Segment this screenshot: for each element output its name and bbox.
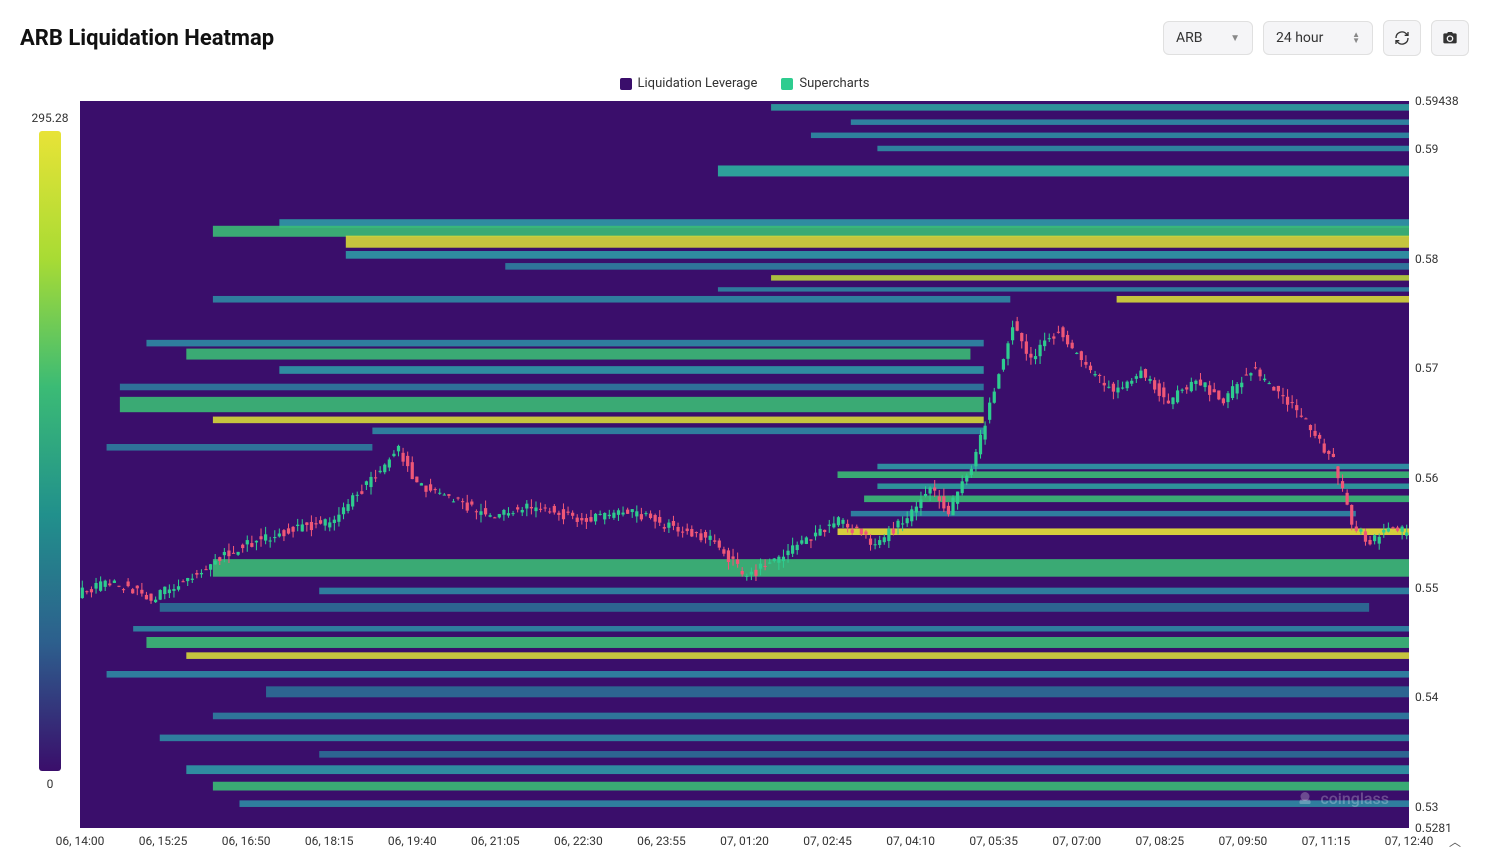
refresh-button[interactable] [1383,20,1421,56]
x-tick: 06, 18:15 [305,834,354,848]
colorbar-min: 0 [47,777,54,791]
camera-button[interactable] [1431,20,1469,56]
symbol-dropdown[interactable]: ARB ▼ [1163,21,1253,55]
x-tick: 07, 05:35 [969,834,1018,848]
range-dropdown-value: 24 hour [1276,30,1323,46]
x-tick: 06, 23:55 [637,834,686,848]
colorbar-max: 295.28 [32,111,69,125]
x-tick: 06, 19:40 [388,834,437,848]
x-tick: 07, 02:45 [803,834,852,848]
colorbar: 295.28 0 [20,101,80,821]
legend-swatch-2 [781,78,793,90]
x-tick: 07, 08:25 [1135,834,1184,848]
x-tick: 06, 21:05 [471,834,520,848]
y-tick: 0.57 [1415,361,1438,375]
legend-item-liquidation[interactable]: Liquidation Leverage [620,76,758,91]
camera-icon [1442,30,1458,46]
legend-label-2: Supercharts [799,76,869,91]
y-tick: 0.59 [1415,142,1438,156]
x-tick: 07, 09:50 [1219,834,1268,848]
y-tick: 0.56 [1415,471,1438,485]
x-tick: 07, 04:10 [886,834,935,848]
x-tick: 06, 14:00 [56,834,105,848]
y-tick: 0.58 [1415,252,1438,266]
legend-swatch-1 [620,78,632,90]
x-axis: 06, 14:0006, 15:2506, 16:5006, 18:1506, … [80,828,1469,834]
legend-label-1: Liquidation Leverage [638,76,758,91]
x-tick: 07, 01:20 [720,834,769,848]
chart-legend: Liquidation Leverage Supercharts [20,76,1469,91]
x-tick: 06, 15:25 [139,834,188,848]
x-tick: 07, 12:40 [1385,834,1434,848]
page-title: ARB Liquidation Heatmap [20,26,274,51]
chevron-down-icon: ▼ [1230,33,1240,44]
y-tick: 0.59438 [1415,94,1459,108]
colorbar-gradient [39,131,61,771]
x-tick: 07, 11:15 [1302,834,1351,848]
y-tick: 0.55 [1415,581,1438,595]
heatmap-chart[interactable]: coinglass [80,101,1409,828]
refresh-icon [1394,30,1410,46]
range-dropdown[interactable]: 24 hour ▲▼ [1263,21,1373,55]
x-tick: 07, 07:00 [1052,834,1101,848]
y-axis: ︿ 0.594380.590.580.570.560.550.540.530.5… [1409,101,1469,828]
x-tick: 06, 16:50 [222,834,271,848]
y-tick: 0.53 [1415,800,1438,814]
y-tick: 0.54 [1415,690,1438,704]
legend-item-supercharts[interactable]: Supercharts [781,76,869,91]
x-tick: 06, 22:30 [554,834,603,848]
header-controls: ARB ▼ 24 hour ▲▼ [1163,20,1469,56]
expand-icon[interactable]: ︿ [1449,833,1461,850]
y-tick: 0.5281 [1415,821,1452,835]
stepper-icon: ▲▼ [1352,32,1360,44]
symbol-dropdown-value: ARB [1176,30,1202,46]
